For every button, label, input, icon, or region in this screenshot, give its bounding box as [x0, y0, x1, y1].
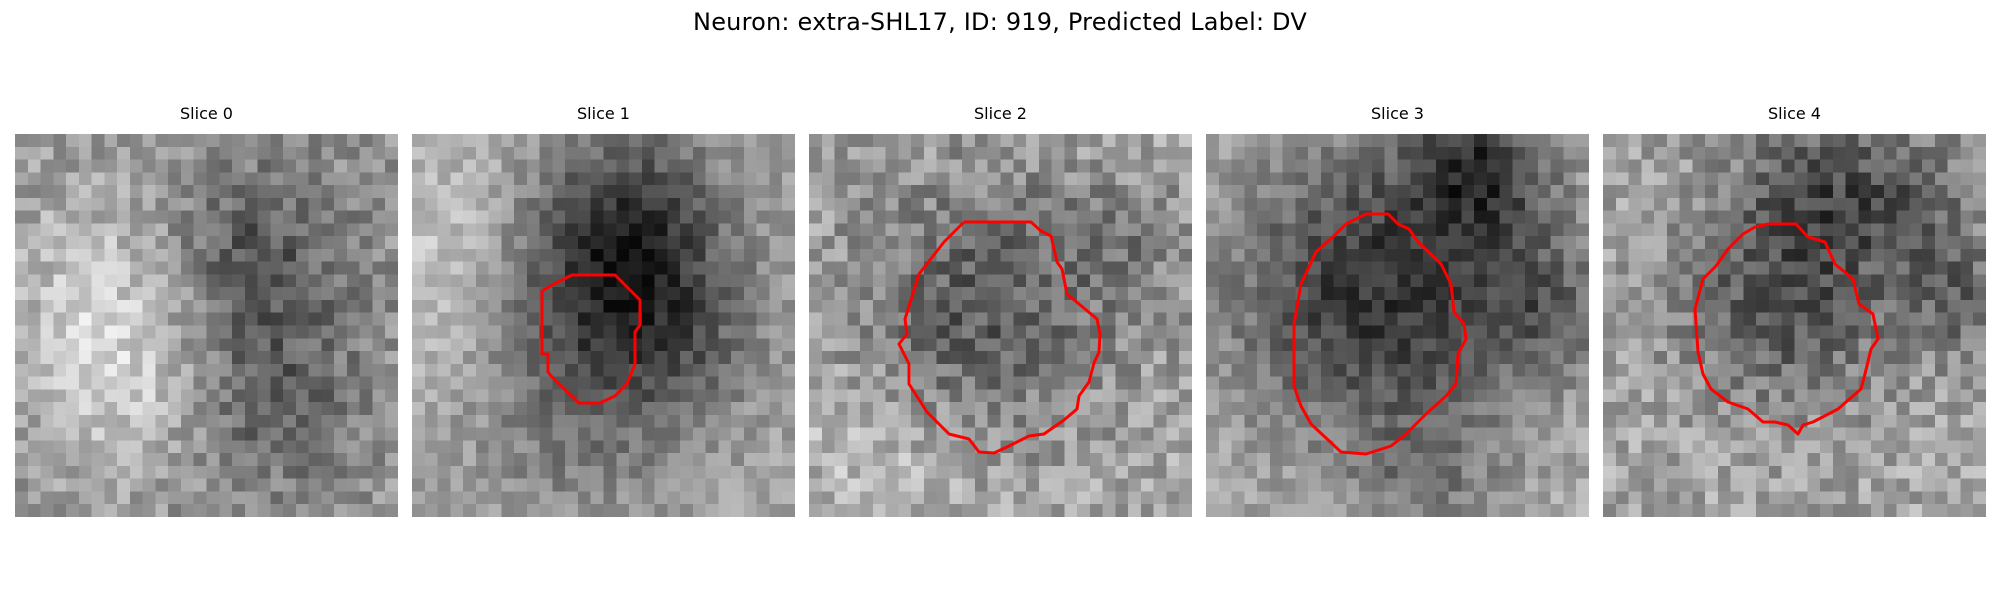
- contour-layer: [15, 134, 398, 517]
- slice-title: Slice 2: [974, 104, 1027, 123]
- segmentation-contour: [1693, 222, 1880, 436]
- slice-title: Slice 4: [1768, 104, 1821, 123]
- segmentation-contour: [1292, 212, 1468, 456]
- slice-image: [809, 134, 1192, 517]
- segmentation-contour: [540, 273, 642, 405]
- grayscale-slice-image: [1206, 134, 1589, 517]
- slice-image: [15, 134, 398, 517]
- slice-title: Slice 1: [577, 104, 630, 123]
- grayscale-slice-image: [1603, 134, 1986, 517]
- contour-layer: [1292, 212, 1468, 456]
- figure-title: Neuron: extra-SHL17, ID: 919, Predicted …: [693, 8, 1307, 36]
- slice-title: Slice 3: [1371, 104, 1424, 123]
- segmentation-contour: [897, 220, 1102, 455]
- grayscale-slice-image: [15, 134, 398, 517]
- contour-layer: [897, 220, 1102, 455]
- slice-image: [412, 134, 795, 517]
- slice-image: [1603, 134, 1986, 517]
- slice-title: Slice 0: [180, 104, 233, 123]
- contour-layer: [1693, 222, 1880, 436]
- grayscale-slice-image: [412, 134, 795, 517]
- grayscale-slice-image: [809, 134, 1192, 517]
- slice-image: [1206, 134, 1589, 517]
- contour-layer: [540, 273, 642, 405]
